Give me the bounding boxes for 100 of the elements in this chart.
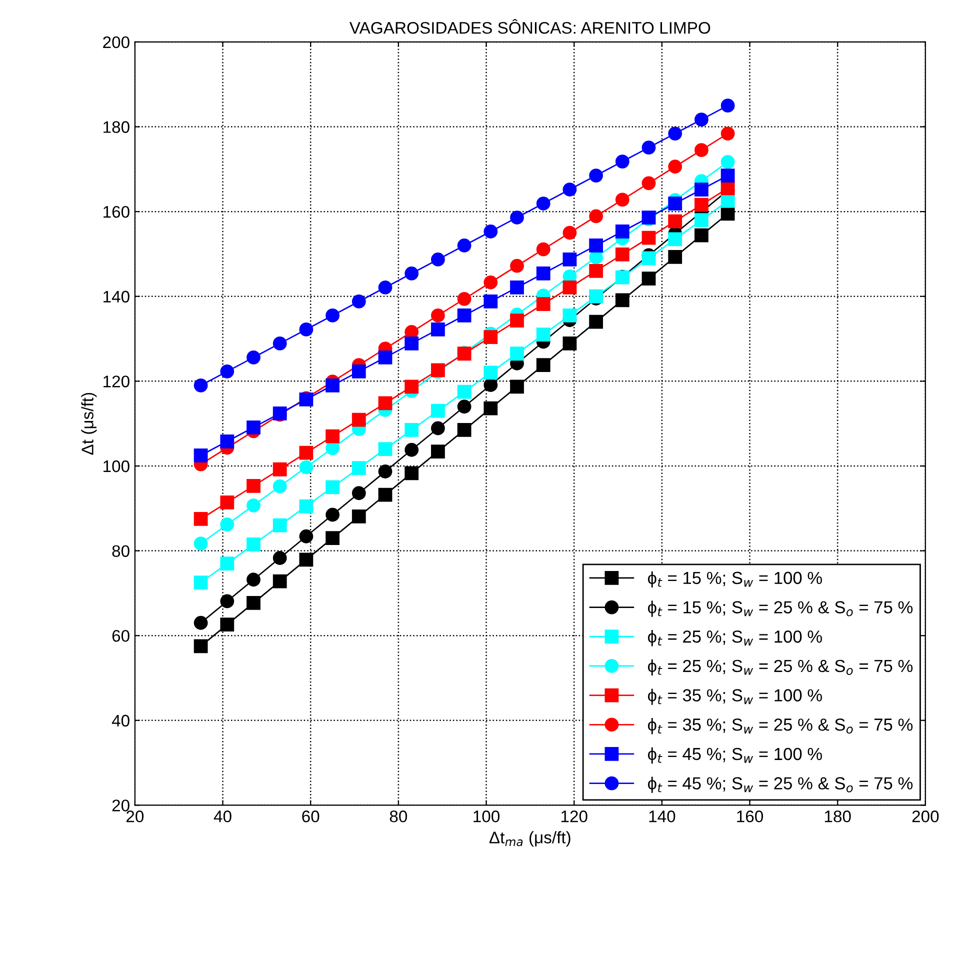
point [484, 401, 498, 416]
point [668, 214, 682, 228]
point [299, 529, 314, 544]
point [246, 478, 260, 493]
legend-label: ϕ$_{t}$ = 25 %; S$_{w}$ = 25 % & S$_{o}$ = 75 % [648, 659, 913, 676]
point [668, 126, 682, 140]
point [272, 462, 287, 476]
point [562, 182, 577, 196]
point [404, 336, 419, 350]
point [352, 461, 366, 476]
y-tick-label: 100 [104, 460, 130, 472]
point [431, 322, 445, 336]
y-tick-label: 120 [104, 376, 130, 388]
point [642, 176, 656, 190]
point [272, 574, 287, 588]
legend-label: ϕ$_{t}$ = 35 %; S$_{w}$ = 25 % & S$_{o}$ = 75 % [648, 718, 913, 734]
point [194, 448, 208, 462]
x-axis-title: Δt$_{ma}$ (μs/ft) [489, 831, 570, 847]
legend-label: ϕ$_{t}$ = 15 %; S$_{w}$ = 100 % [648, 571, 822, 588]
point [694, 198, 708, 212]
point [615, 224, 630, 238]
point [220, 434, 234, 448]
point [562, 308, 577, 322]
point [272, 479, 287, 494]
point [642, 272, 656, 286]
point [457, 238, 472, 252]
point [510, 258, 524, 273]
point [431, 421, 445, 436]
point [246, 537, 260, 552]
point [194, 512, 208, 526]
point [668, 160, 682, 174]
y-tick-label: 20 [112, 800, 130, 812]
y-tick-label: 200 [103, 36, 130, 48]
legend-label: ϕ$_{t}$ = 25 %; S$_{w}$ = 100 % [648, 630, 822, 646]
point [352, 412, 366, 427]
point [642, 140, 656, 154]
point [589, 289, 603, 304]
point [589, 314, 603, 329]
point [589, 238, 603, 252]
point [352, 510, 366, 524]
point [431, 404, 445, 418]
point [326, 308, 340, 322]
point [720, 98, 735, 113]
point [457, 308, 472, 322]
point [589, 168, 603, 182]
point [457, 384, 472, 399]
point [720, 155, 735, 169]
point [589, 264, 603, 278]
point [536, 358, 550, 372]
point [220, 618, 234, 632]
y-tick-label: 80 [112, 545, 130, 557]
y-tick-label: 60 [112, 630, 130, 642]
point [510, 314, 524, 328]
point [484, 378, 498, 392]
y-tick-label: 160 [104, 206, 130, 218]
point [272, 518, 287, 532]
point [299, 499, 314, 514]
point [194, 616, 208, 630]
point [431, 444, 445, 459]
point [642, 230, 656, 245]
point [668, 196, 682, 210]
point [536, 297, 550, 311]
point [484, 294, 498, 308]
point [457, 292, 472, 306]
point [431, 252, 445, 266]
point [536, 266, 550, 280]
point [378, 488, 392, 502]
point [510, 346, 524, 361]
point [246, 420, 260, 434]
point [536, 242, 550, 256]
point [404, 380, 419, 394]
legend-label: ϕ$_{t}$ = 35 %; S$_{w}$ = 100 % [648, 688, 822, 705]
point [694, 213, 708, 227]
point [615, 247, 630, 262]
point [562, 226, 577, 240]
point [378, 464, 392, 478]
point [326, 429, 340, 444]
point [326, 378, 340, 392]
point [510, 210, 524, 224]
point [194, 378, 208, 392]
point [668, 250, 682, 264]
point [720, 168, 735, 182]
point [378, 442, 392, 456]
x-tick-label: 180 [824, 810, 851, 822]
point [589, 209, 603, 224]
legend-label: ϕ$_{t}$ = 15 %; S$_{w}$ = 25 % & S$_{o}$ = 75 % [648, 600, 913, 617]
x-tick-label: 160 [737, 810, 764, 822]
point [246, 498, 260, 512]
point [326, 441, 340, 456]
point [220, 556, 234, 570]
x-tick-label: 120 [561, 810, 588, 822]
point [536, 196, 550, 210]
point [352, 294, 366, 308]
point [694, 228, 708, 242]
y-tick-label: 180 [104, 121, 130, 133]
point [378, 350, 392, 364]
point [457, 423, 472, 437]
point [694, 112, 708, 127]
point [615, 154, 630, 168]
point [272, 336, 287, 350]
